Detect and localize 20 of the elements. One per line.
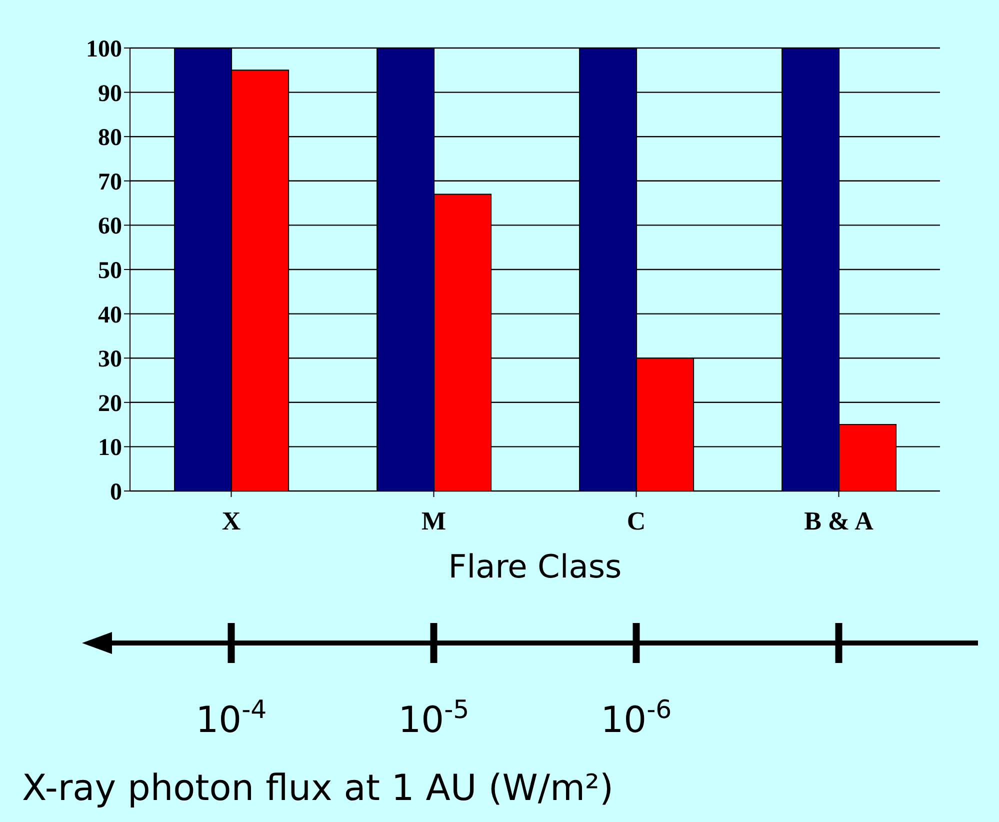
y-tick-label: 100 bbox=[86, 36, 122, 63]
y-tick-label: 80 bbox=[98, 125, 122, 152]
y-tick-label: 20 bbox=[98, 390, 122, 417]
y-tick-label: 40 bbox=[98, 302, 122, 328]
y-tick-label: 0 bbox=[110, 480, 122, 506]
y-tick-label: 70 bbox=[98, 169, 122, 196]
text: 10$^{-6}$ bbox=[600, 694, 672, 741]
x-axis-title: Flare Class bbox=[448, 548, 622, 586]
y-tick-label: 30 bbox=[98, 346, 122, 373]
x-tick-label: X bbox=[222, 506, 241, 536]
x-tick-label: B & A bbox=[804, 506, 874, 536]
y-tick-label: 90 bbox=[98, 80, 122, 107]
y-tick-label: 60 bbox=[98, 214, 122, 240]
text: 10$^{-5}$ bbox=[398, 694, 470, 741]
text: X-ray photon flux at 1 AU (W/m²) bbox=[22, 768, 614, 809]
text: 10$^{-4}$ bbox=[196, 694, 267, 741]
y-tick-label: 50 bbox=[98, 258, 122, 284]
x-tick-label: M bbox=[421, 506, 446, 536]
y-tick-label: 10 bbox=[98, 435, 122, 462]
x-tick-label: C bbox=[626, 506, 646, 536]
